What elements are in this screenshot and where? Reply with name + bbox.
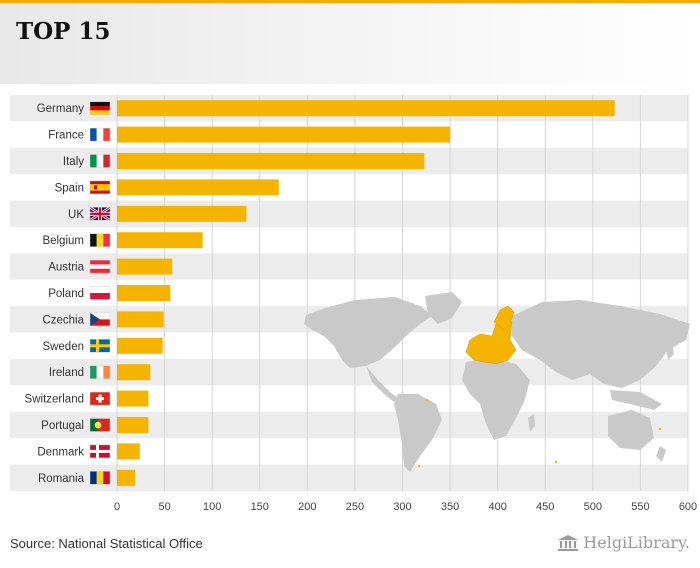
bar-denmark — [117, 443, 140, 460]
italy-flag — [89, 154, 111, 168]
x-tick-label: 400 — [488, 501, 506, 513]
bar-portugal — [117, 417, 149, 433]
x-tick-label: 600 — [679, 501, 697, 513]
world-map-icon — [304, 292, 690, 472]
austria-flag — [89, 259, 111, 274]
portugal-flag — [89, 418, 111, 432]
bar-ireland — [117, 364, 151, 381]
helgi-library-logo[interactable]: HelgiLibrary. — [557, 533, 690, 552]
bar-spain — [117, 179, 279, 196]
romania-flag — [89, 471, 111, 485]
category-label: Denmark — [37, 446, 84, 458]
row-background — [10, 227, 688, 254]
x-tick-label: 350 — [441, 501, 459, 513]
bar-italy — [117, 153, 425, 169]
x-axis-tick-labels: 0 50 100 150 200 250 300 350 400 450 500 550 600 — [114, 501, 697, 513]
x-tick-label: 550 — [631, 501, 649, 513]
row-background — [10, 464, 688, 491]
x-tick-label: 500 — [584, 501, 602, 513]
row-background — [10, 200, 688, 227]
category-label: France — [48, 130, 84, 142]
germany-flag — [89, 101, 111, 115]
poland-flag — [89, 286, 111, 300]
bar-czechia — [117, 311, 164, 328]
bar-romania — [117, 469, 136, 486]
category-label: Sweden — [42, 341, 84, 353]
logo-text: HelgiLibrary. — [583, 533, 690, 552]
row-background — [10, 385, 688, 412]
flags — [89, 101, 111, 485]
uk-flag — [89, 206, 111, 222]
switzerland-flag — [89, 391, 111, 406]
category-label: UK — [68, 209, 84, 221]
category-label: Czechia — [42, 314, 84, 326]
x-tick-label: 450 — [536, 501, 554, 513]
category-label: Portugal — [41, 420, 84, 432]
row-backgrounds — [10, 95, 688, 491]
bar-belgium — [117, 232, 203, 249]
bars — [117, 100, 615, 486]
bar-uk — [117, 205, 247, 222]
category-label: Poland — [48, 288, 84, 300]
category-label: Romania — [38, 473, 85, 485]
x-tick-label: 300 — [393, 501, 411, 513]
page-title: TOP 15 — [16, 18, 111, 45]
category-label: Belgium — [42, 235, 84, 247]
x-tick-label: 150 — [251, 501, 269, 513]
category-label: Spain — [55, 182, 84, 194]
category-label: Switzerland — [25, 394, 84, 406]
source-note: Source: National Statistical Office — [10, 536, 203, 551]
ireland-flag — [89, 365, 111, 379]
category-label: Ireland — [49, 367, 84, 379]
bar-chart: Germany France Italy Spain UK Belgium Austria P… — [10, 95, 697, 513]
library-building-icon — [558, 534, 579, 551]
bar-sweden — [117, 337, 163, 354]
category-label: Germany — [37, 103, 85, 115]
x-tick-label: 250 — [346, 501, 364, 513]
sweden-flag — [89, 339, 111, 353]
denmark-flag — [89, 444, 111, 459]
row-background — [10, 174, 688, 201]
bar-france — [117, 126, 451, 143]
row-background — [10, 411, 688, 439]
row-background — [10, 438, 688, 465]
category-label: Italy — [63, 156, 84, 168]
bar-austria — [117, 258, 173, 275]
x-tick-label: 200 — [298, 501, 316, 513]
czechia-flag — [89, 312, 111, 327]
row-background — [10, 253, 688, 280]
x-tick-label: 50 — [158, 501, 170, 513]
bar-germany — [117, 100, 615, 117]
category-label: Austria — [48, 262, 84, 274]
spain-flag — [89, 180, 111, 195]
france-flag — [89, 127, 111, 142]
category-labels: Germany France Italy Spain UK Belgium Austria P… — [25, 103, 85, 485]
bar-poland — [117, 285, 171, 301]
belgium-flag — [89, 233, 111, 247]
x-tick-label: 0 — [114, 501, 120, 513]
header: TOP 15 — [0, 3, 700, 84]
top-accent-bar — [0, 0, 700, 3]
x-tick-label: 100 — [203, 501, 221, 513]
bar-switzerland — [117, 390, 149, 407]
